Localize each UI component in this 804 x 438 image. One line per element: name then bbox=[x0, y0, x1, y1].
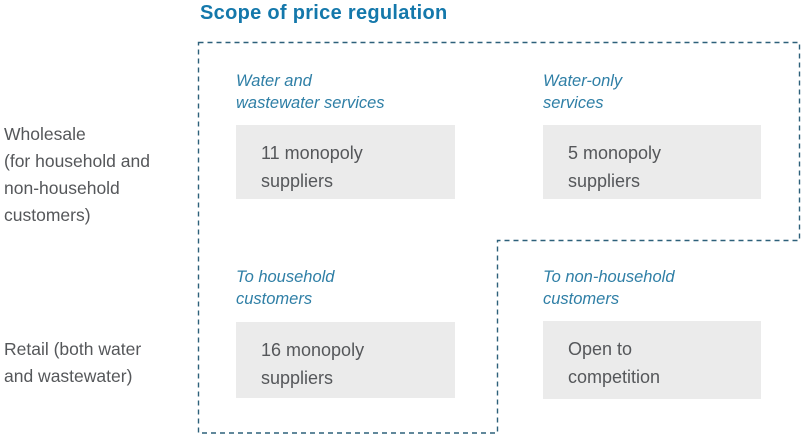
row-label-wholesale: Wholesale (for household and non-househo… bbox=[4, 124, 150, 225]
row-label-retail: Retail (both water and wastewater) bbox=[4, 339, 142, 386]
diagram-title: Scope of price regulation bbox=[200, 2, 448, 24]
value-box-retail-non-household: Open to competition bbox=[543, 321, 761, 399]
heading-water-and-wastewater-services: Water and wastewater services bbox=[236, 72, 385, 112]
value-box-wholesale-water-only: 5 monopoly suppliers bbox=[543, 125, 761, 199]
heading-to-non-household-customers: To non-household customers bbox=[543, 268, 675, 308]
heading-water-only-services: Water-only services bbox=[543, 72, 623, 112]
value-box-retail-household: 16 monopoly suppliers bbox=[236, 322, 455, 398]
value-box-wholesale-water-and-wastewater: 11 monopoly suppliers bbox=[236, 125, 455, 199]
heading-to-household-customers: To household customers bbox=[236, 268, 335, 308]
